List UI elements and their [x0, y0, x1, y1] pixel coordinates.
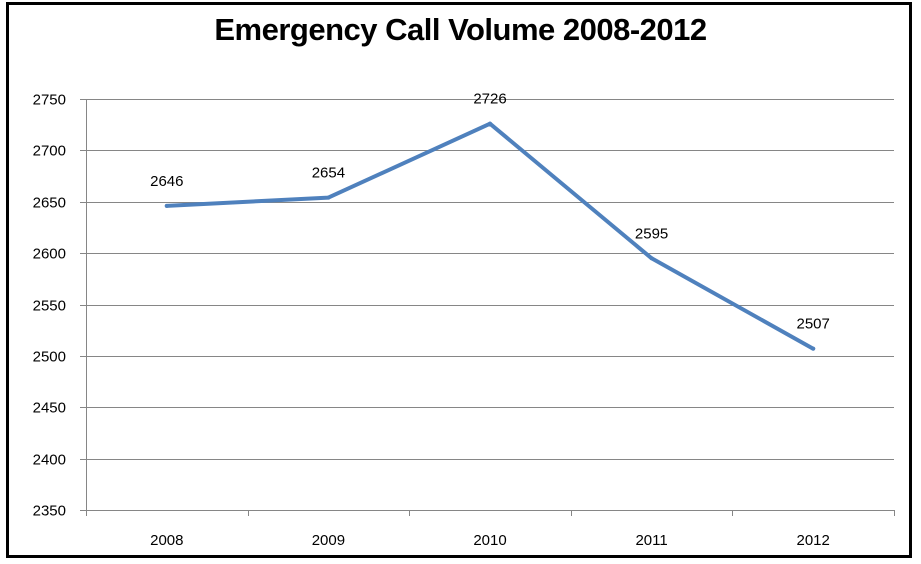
x-axis-ticks: 2008 2009 2010 2011 2012	[86, 510, 895, 549]
x-tick-label: 2008	[150, 532, 183, 549]
axes	[86, 99, 894, 511]
x-tick-label: 2009	[312, 532, 345, 549]
data-point	[649, 256, 654, 261]
series-line	[164, 121, 816, 351]
data-point	[326, 195, 331, 200]
data-label: 2654	[312, 165, 345, 182]
chart-frame	[6, 2, 912, 558]
x-tick-label: 2011	[635, 532, 667, 549]
y-tick-label: 2450	[33, 400, 66, 417]
gridlines	[86, 99, 894, 460]
chart-title: Emergency Call Volume 2008-2012	[214, 12, 707, 47]
y-axis-ticks: 2350 2400 2450 2500 2550 2600 2650 2700 2750	[33, 92, 86, 520]
data-point	[164, 203, 169, 208]
series-group	[164, 121, 816, 351]
y-tick-label: 2600	[33, 246, 66, 263]
y-tick-label: 2700	[33, 143, 66, 160]
data-point	[488, 121, 492, 126]
data-point	[811, 346, 816, 351]
data-label: 2507	[797, 316, 830, 333]
data-label: 2726	[473, 91, 506, 108]
data-label: 2595	[635, 225, 668, 242]
y-tick-label: 2550	[33, 298, 66, 315]
y-tick-label: 2750	[33, 92, 66, 109]
x-tick-label: 2012	[797, 532, 830, 549]
y-tick-label: 2650	[33, 195, 66, 212]
data-labels: 2646 2654 2726 2595 2507	[150, 91, 830, 333]
data-label: 2646	[150, 173, 183, 190]
x-tick-label: 2010	[473, 532, 506, 549]
y-tick-label: 2400	[33, 452, 66, 469]
y-tick-label: 2500	[33, 349, 66, 366]
y-tick-label: 2350	[33, 503, 66, 520]
